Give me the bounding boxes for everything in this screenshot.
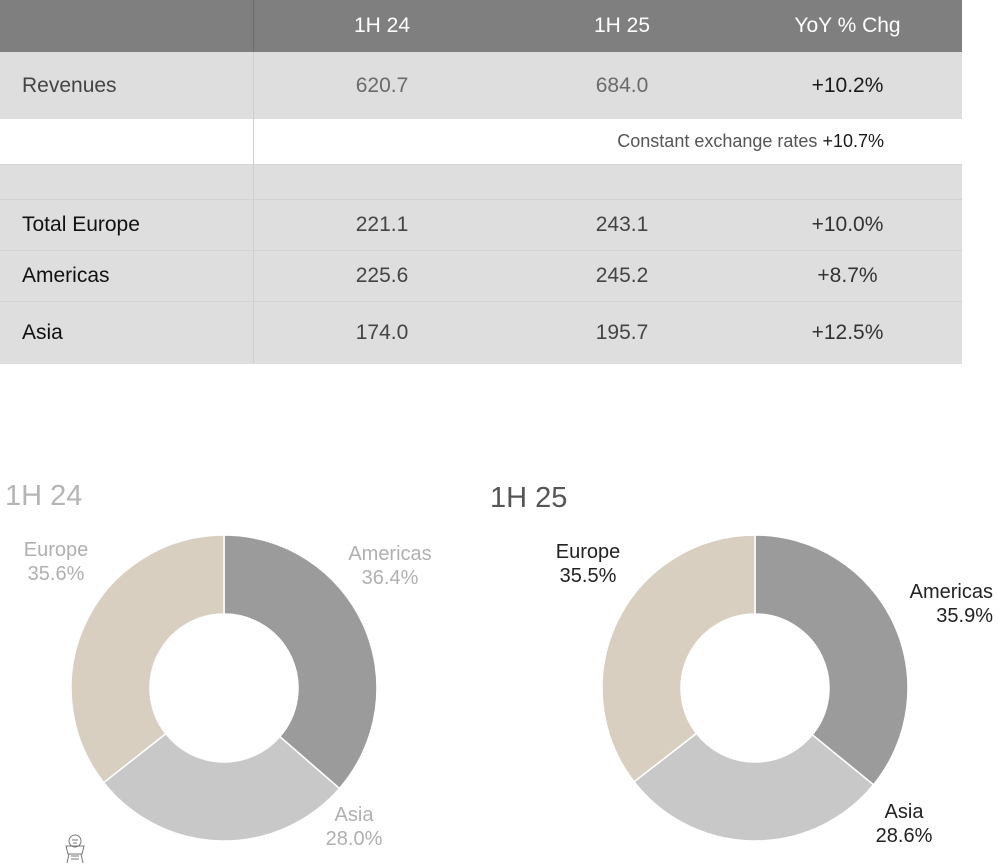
donut-1h25-title: 1H 25: [490, 482, 568, 514]
column-divider: [253, 119, 254, 165]
donut-1h24-label-europe: Europe 35.6%: [16, 538, 96, 586]
column-divider: [253, 200, 254, 250]
slice-name: Asia: [884, 801, 924, 823]
donut-1h24-slice-europe: [70, 534, 225, 784]
cell-1h25: 195.7: [595, 321, 649, 344]
donut-1h24-slice-asia: [102, 732, 341, 842]
cell-1h24: 174.0: [355, 321, 409, 344]
constant-fx-label: Constant exchange rates: [617, 131, 818, 151]
donut-1h24-label-americas: Americas 36.4%: [340, 542, 440, 590]
donut-1h25-slice-europe: [601, 534, 756, 783]
cell-1h25: 245.2: [595, 264, 649, 287]
slice-name: Europe: [23, 539, 89, 561]
slice-name: Europe: [555, 541, 621, 563]
header-1h25: 1H 25: [593, 14, 651, 37]
cell-1h25: 684.0: [595, 73, 649, 97]
table-header-row: 1H 24 1H 25 YoY % Chg: [0, 0, 962, 52]
column-divider: [253, 52, 254, 119]
column-divider: [253, 302, 254, 364]
slice-name: Asia: [334, 804, 374, 826]
donut-1h24-title: 1H 24: [5, 480, 83, 512]
slice-name: Americas: [909, 581, 993, 603]
cell-yoy: +8.7%: [817, 264, 878, 287]
row-label: Total Europe: [22, 213, 140, 236]
slice-name: Americas: [348, 543, 432, 565]
donut-1h25-label-europe: Europe 35.5%: [548, 540, 628, 588]
table-row: Americas 225.6 245.2 +8.7%: [0, 250, 962, 301]
row-label: Revenues: [22, 73, 117, 97]
cell-1h24: 225.6: [355, 264, 409, 287]
cell-1h24: 221.1: [355, 213, 409, 236]
constant-fx-value: +10.7%: [822, 131, 884, 151]
cell-1h25: 243.1: [595, 213, 649, 236]
column-divider: [253, 251, 254, 301]
slice-value: 35.5%: [559, 565, 617, 587]
table-row-constant-fx: Constant exchange rates +10.7%: [0, 119, 962, 165]
donut-1h25-label-americas: Americas 35.9%: [895, 580, 993, 628]
column-divider: [253, 165, 254, 199]
slice-value: 28.0%: [325, 828, 383, 850]
slice-value: 36.4%: [361, 567, 419, 589]
slice-value: 28.6%: [875, 825, 933, 847]
logo-icon: [65, 834, 85, 864]
table-row-revenues: Revenues 620.7 684.0 +10.2%: [0, 52, 962, 119]
header-divider: [253, 0, 254, 52]
donut-1h24-label-asia: Asia 28.0%: [318, 803, 390, 851]
donut-1h25-slice-americas: [754, 534, 909, 786]
cell-yoy: +12.5%: [811, 321, 884, 344]
donut-1h25-slice-asia: [633, 732, 875, 842]
constant-fx-note: Constant exchange rates +10.7%: [617, 131, 884, 152]
header-1h24: 1H 24: [353, 14, 411, 37]
donut-1h25-label-asia: Asia 28.6%: [868, 800, 940, 848]
header-yoy: YoY % Chg: [794, 14, 901, 37]
cell-yoy: +10.0%: [811, 213, 884, 236]
table-row: Total Europe 221.1 243.1 +10.0%: [0, 199, 962, 250]
donut-1h24-slice-americas: [223, 534, 378, 790]
row-label: Asia: [22, 321, 63, 344]
row-label: Americas: [22, 264, 110, 287]
cell-yoy: +10.2%: [811, 73, 884, 97]
cell-1h24: 620.7: [355, 73, 409, 97]
slice-value: 35.6%: [27, 563, 85, 585]
table-row: Asia 174.0 195.7 +12.5%: [0, 301, 962, 364]
table-row-spacer: [0, 165, 962, 199]
slice-value: 35.9%: [936, 605, 993, 627]
